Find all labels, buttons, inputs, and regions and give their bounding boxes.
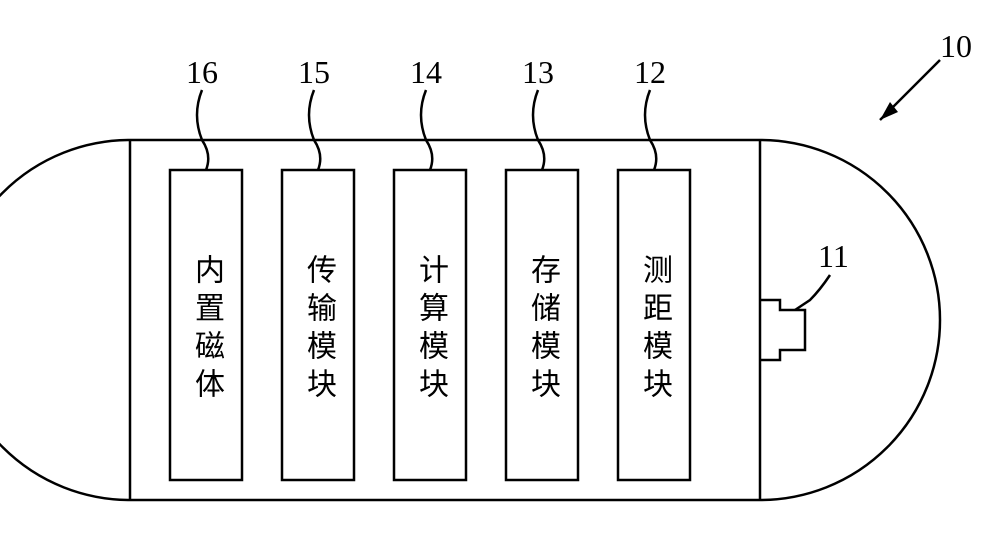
ref-label-14: 14 — [410, 54, 442, 91]
module-label-15: 传输模块 — [282, 230, 354, 430]
leadline-12 — [645, 90, 656, 170]
ref-label-11: 11 — [818, 238, 849, 275]
leadline-13 — [533, 90, 544, 170]
ref-label-13: 13 — [522, 54, 554, 91]
ref-label-15: 15 — [298, 54, 330, 91]
module-label-14: 计算模块 — [394, 230, 466, 430]
ref-label-10: 10 — [940, 28, 972, 65]
diagram-svg — [0, 0, 1000, 540]
module-label-16: 内置磁体 — [170, 230, 242, 430]
leadline-14 — [421, 90, 432, 170]
ref-label-16: 16 — [186, 54, 218, 91]
leadline-15 — [309, 90, 320, 170]
module-label-13: 存储模块 — [506, 230, 578, 430]
ref-label-12: 12 — [634, 54, 666, 91]
capsule-outline — [0, 140, 940, 500]
module-label-12: 测距模块 — [618, 230, 690, 430]
leadline-16 — [197, 90, 208, 170]
leadline-11 — [795, 275, 830, 310]
